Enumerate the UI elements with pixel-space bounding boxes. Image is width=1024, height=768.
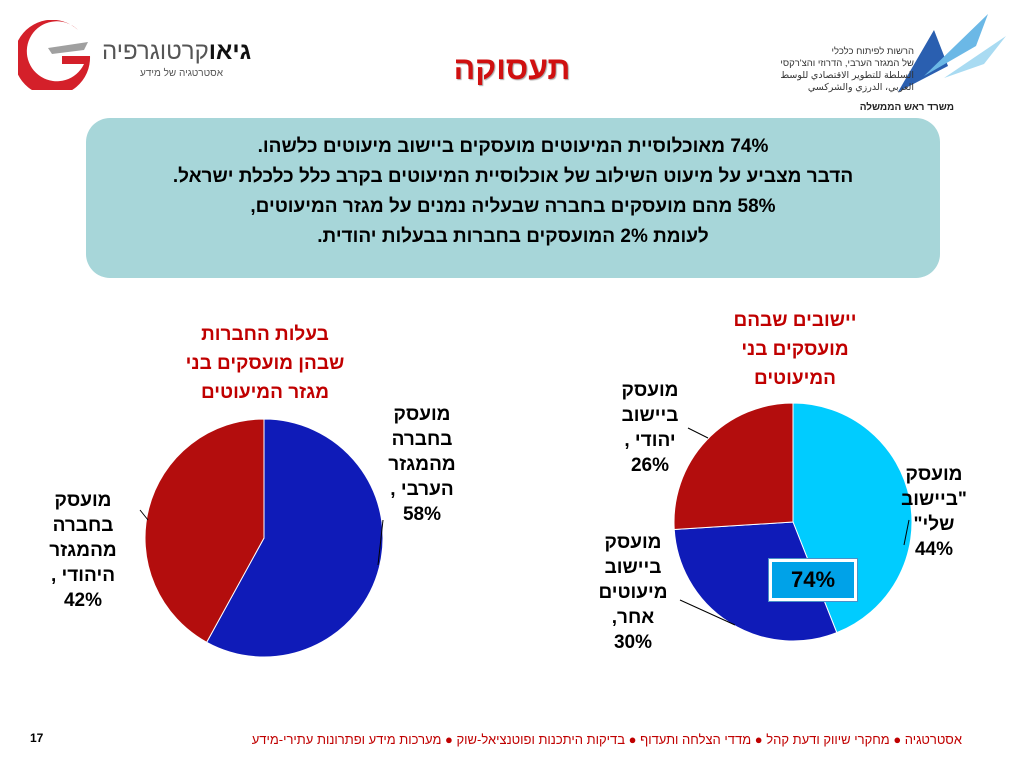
slice-label-jewish-company: מועסק בחברה מהמגזר היהודי , 42% [49,490,117,611]
left-chart-title: בעלות החברות שבהן מועסקים בני מגזר המיעו… [185,324,345,403]
combined-percentage-badge: 74% [768,558,858,602]
summary-line: 58% מהם מועסקים בחברה שבעליה נמנים על מג… [250,196,776,217]
authority-emblem-icon [898,14,1006,92]
pie-slice-arab-company [205,418,384,658]
leader-line-own-town [903,519,910,546]
summary-line: הדבר מצביע על מיעוט השילוב של אוכלוסיית … [172,166,854,187]
geocartography-emblem-icon [18,20,91,90]
slice-label-jewish-town: מועסק ביישוב יהודי , 26% [621,380,679,476]
slice-label-other-minority-town: מועסק ביישוב מיעוטים אחר, 30% [598,532,668,653]
logo-tagline: אסטרטגיה של מידע [140,68,223,79]
ministry-label: משרד ראש הממשלה [859,102,954,113]
summary-line: 74% מאוכלוסיית המיעוטים מועסקים ביישוב מ… [257,136,769,157]
logo-brand: גיאוקרטוגרפיה [102,38,252,65]
pie-slice-jewish-company [144,418,265,643]
geocartography-logo: גיאוקרטוגרפיה אסטרטגיה של מידע [18,20,251,90]
right-chart-title: יישובים שבהם מועסקים בני המיעוטים [733,310,857,389]
authority-name: הרשות לפיתוח כלכלי של המגזר הערבי, הדרוז… [780,46,914,93]
slice-label-own-town: מועסק "ביישוב שלי" 44% [901,464,967,560]
slice-label-arab-company: מועסק בחברה מהמגזר הערבי , 58% [388,404,456,525]
leader-line-arab-company [377,519,384,566]
authority-logo: הרשות לפיתוח כלכלי של המגזר הערבי, הדרוז… [748,6,1010,116]
footer-services: אסטרטגיה ● מחקרי שיווק ודעת קהל ● מדדי ה… [251,732,962,747]
summary-box: 74% מאוכלוסיית המיעוטים מועסקים ביישוב מ… [86,118,940,278]
page-number: 17 [30,731,44,745]
leader-line-other-minority-town [679,599,736,626]
leader-line-jewish-company [139,509,149,521]
summary-line: לעומת 2% המועסקים בחברות בבעלות יהודית. [317,226,709,247]
leader-line-jewish-town [687,427,709,439]
pie-slice-jewish-town [673,402,794,531]
page-title: תעסוקה [453,50,571,86]
